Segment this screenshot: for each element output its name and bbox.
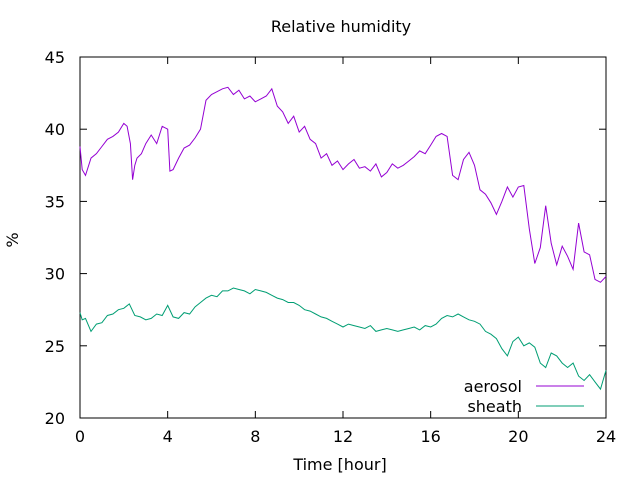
y-tick-label: 45 xyxy=(45,48,65,67)
y-tick-label: 20 xyxy=(45,409,65,428)
axis-ticks: 0 4 8 12 16 20 24 20 25 30 35 40 45 xyxy=(45,48,617,446)
x-tick-label: 20 xyxy=(508,427,528,446)
series-lines xyxy=(79,86,607,391)
y-tick-label: 40 xyxy=(45,120,65,139)
series-line-aerosol xyxy=(79,86,607,283)
y-axis-label: % xyxy=(3,232,22,247)
x-tick-label: 8 xyxy=(250,427,260,446)
x-axis-label: Time [hour] xyxy=(292,455,386,474)
x-tick-label: 24 xyxy=(596,427,616,446)
x-tick-label: 4 xyxy=(163,427,173,446)
x-tick-label: 16 xyxy=(420,427,440,446)
y-tick-label: 35 xyxy=(45,192,65,211)
x-tick-label: 0 xyxy=(75,427,85,446)
x-tick-label: 12 xyxy=(333,427,353,446)
plot-frame xyxy=(79,56,607,419)
chart-title: Relative humidity xyxy=(271,17,411,36)
series-line-sheath xyxy=(79,287,607,391)
legend-label-aerosol: aerosol xyxy=(464,377,522,396)
y-tick-label: 30 xyxy=(45,265,65,284)
legend-label-sheath: sheath xyxy=(467,397,522,416)
y-tick-label: 25 xyxy=(45,337,65,356)
